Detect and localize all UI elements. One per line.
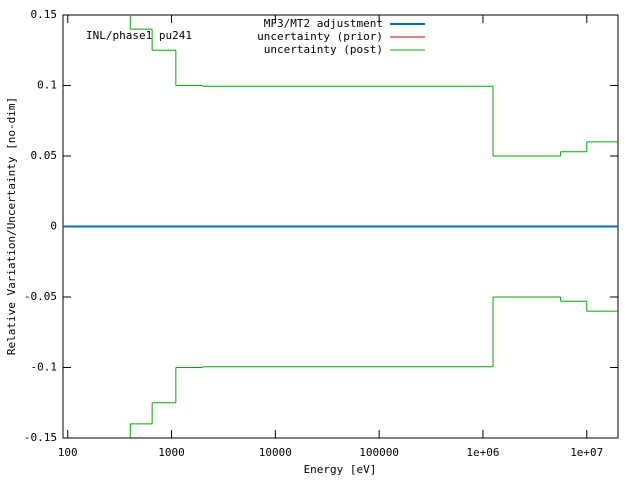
y-tick-label: 0.1 (37, 79, 57, 92)
y-tick-label: 0 (50, 220, 57, 233)
x-axis-label: Energy [eV] (304, 463, 377, 476)
x-tick-label: 100 (58, 446, 78, 459)
legend-label: uncertainty (post) (264, 43, 383, 56)
y-tick-label: -0.05 (24, 290, 57, 303)
x-tick-label: 10000 (259, 446, 292, 459)
x-tick-label: 1e+07 (570, 446, 603, 459)
y-tick-label: -0.15 (24, 431, 57, 444)
legend-label: uncertainty (prior) (257, 30, 383, 43)
y-tick-label: 0.15 (31, 8, 58, 21)
y-tick-label: 0.05 (31, 149, 58, 162)
legend-label: MF3/MT2 adjustment (264, 17, 383, 30)
y-tick-label: -0.1 (31, 361, 58, 374)
plot-area (63, 15, 618, 438)
annotation: INL/phase1 pu241 (86, 29, 192, 42)
x-tick-label: 1e+06 (466, 446, 499, 459)
x-tick-label: 1000 (158, 446, 185, 459)
x-tick-label: 100000 (359, 446, 399, 459)
y-axis-label: Relative Variation/Uncertainty [no-dim] (5, 97, 18, 355)
